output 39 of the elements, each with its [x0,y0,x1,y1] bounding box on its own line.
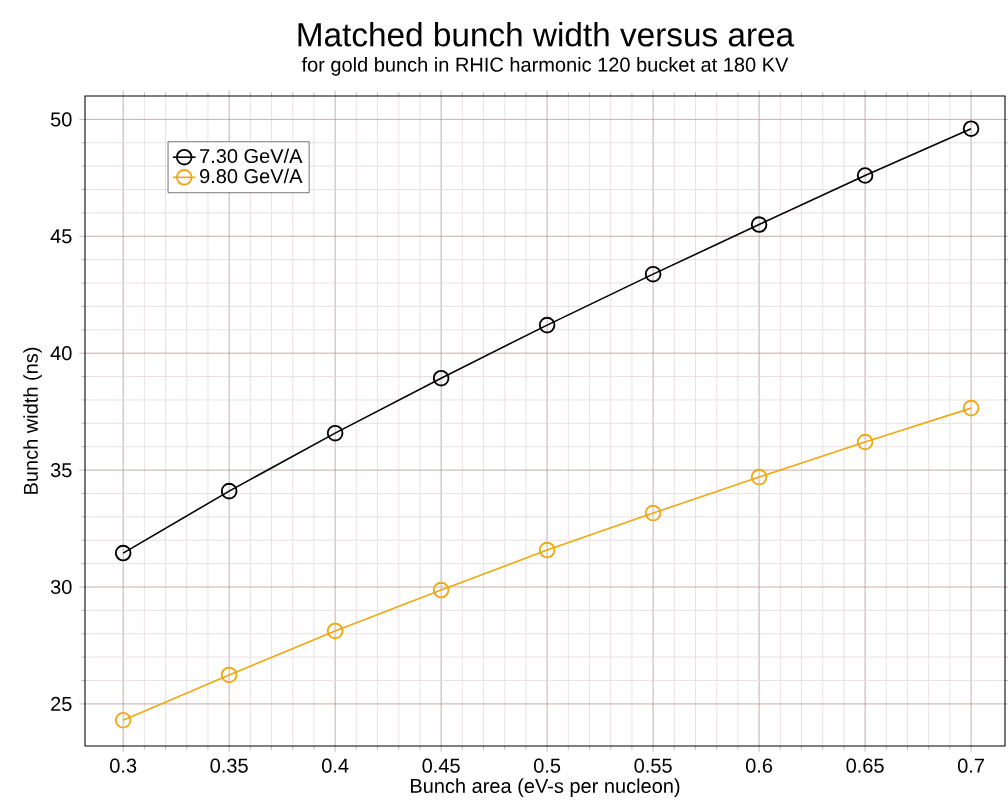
x-tick-label: 0.3 [110,758,137,773]
point [750,216,768,233]
legend-label: 7.30 GeV/A [200,148,303,164]
x-tick-label: 0.7 [957,758,984,773]
y-tick-label: 25 [51,696,72,711]
x-axis-title: Bunch area (eV-s per nucleon) [411,778,680,797]
x-tick-label: 0.5 [533,758,561,773]
y-tick-label: 45 [50,229,72,244]
x-tick-label: 0.45 [422,758,460,773]
point [432,581,450,599]
point [538,541,556,559]
point [856,167,874,184]
x-tick-label: 0.6 [745,758,773,773]
chart-subtitle: for gold bunch in RHIC harmonic 120 bucket at 180 KV [301,57,789,76]
point [326,622,344,640]
point [220,666,238,684]
x-tick-label: 0.65 [846,758,884,773]
point [750,468,768,486]
y-axis-title: Bunch width (ns) [23,347,42,494]
point [962,120,980,137]
legend-label: 9.80 GeV/A [200,168,303,184]
point [432,369,450,387]
y-tick-label: 50 [50,112,72,127]
point [538,316,556,334]
point [326,424,344,442]
y-tick-label: 35 [50,463,72,478]
x-tick-label: 0.55 [634,758,672,773]
x-tick-label: 0.4 [322,758,349,773]
point [114,544,132,562]
point [962,399,980,417]
point [644,504,662,522]
point [114,711,132,729]
x-tick-label: 0.35 [210,758,248,773]
y-tick-label: 40 [50,346,72,361]
point [856,433,874,451]
point [220,482,238,500]
y-tick-label: 30 [50,579,72,595]
point [644,265,662,283]
chart-title: Matched bunch width versus area [298,22,795,47]
